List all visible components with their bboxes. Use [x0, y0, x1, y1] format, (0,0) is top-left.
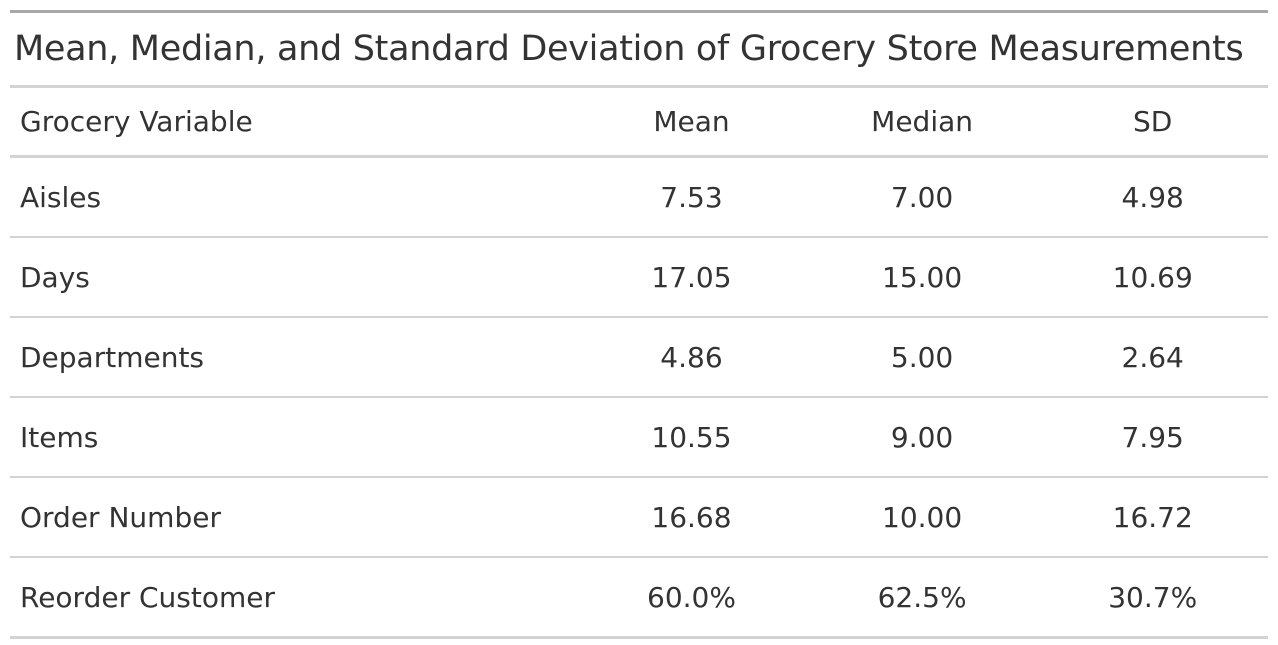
row-median-cell: 15.00 — [806, 236, 1038, 317]
row-median-cell: 62.5% — [806, 556, 1038, 638]
row-mean-cell: 4.86 — [576, 316, 807, 397]
row-variable-cell: Reorder Customer — [10, 556, 577, 638]
row-median-cell: 10.00 — [806, 476, 1038, 557]
row-mean-cell: 17.05 — [576, 236, 807, 317]
table-row: Aisles 7.53 7.00 4.98 — [10, 157, 1268, 238]
row-sd-cell: 30.7% — [1037, 556, 1268, 638]
column-header-row: Grocery Variable Mean Median SD — [10, 86, 1268, 158]
row-median-cell: 7.00 — [890, 180, 954, 214]
row-mean-cell: 10.55 — [576, 396, 807, 477]
row-variable-cell: Departments — [10, 316, 577, 397]
row-median-cell: 5.00 — [806, 316, 1038, 397]
row-mean-cell: 7.53 — [660, 180, 723, 214]
table-row: Order Number 16.68 10.00 16.72 — [10, 476, 1268, 557]
row-variable-cell: Aisles — [20, 180, 102, 214]
row-sd-cell: 4.98 — [1121, 180, 1184, 214]
table-row: Items 10.55 9.00 7.95 — [10, 396, 1268, 477]
row-variable-cell: Items — [10, 396, 577, 477]
column-header-variable: Grocery Variable — [10, 86, 577, 158]
row-mean-cell: 60.0% — [576, 556, 807, 638]
table-title: Mean, Median, and Standard Deviation of … — [10, 11, 1268, 88]
table-row: Reorder Customer 60.0% 62.5% 30.7% — [10, 556, 1268, 638]
column-header-mean: Mean — [576, 86, 807, 158]
summary-table: Mean, Median, and Standard Deviation of … — [10, 10, 1268, 639]
row-mean-cell: 16.68 — [576, 476, 807, 557]
row-sd-cell: 16.72 — [1037, 476, 1268, 557]
row-median-cell: 9.00 — [806, 396, 1038, 477]
column-header-median: Median — [806, 86, 1038, 158]
column-header-sd: SD — [1037, 86, 1268, 158]
row-sd-cell: 2.64 — [1037, 316, 1268, 397]
table-row: Days 17.05 15.00 10.69 — [10, 236, 1268, 317]
row-variable-cell: Order Number — [10, 476, 577, 557]
row-sd-cell: 10.69 — [1037, 236, 1268, 317]
row-variable-cell: Days — [10, 236, 577, 317]
table-row: Departments 4.86 5.00 2.64 — [10, 316, 1268, 397]
row-sd-cell: 7.95 — [1037, 396, 1268, 477]
